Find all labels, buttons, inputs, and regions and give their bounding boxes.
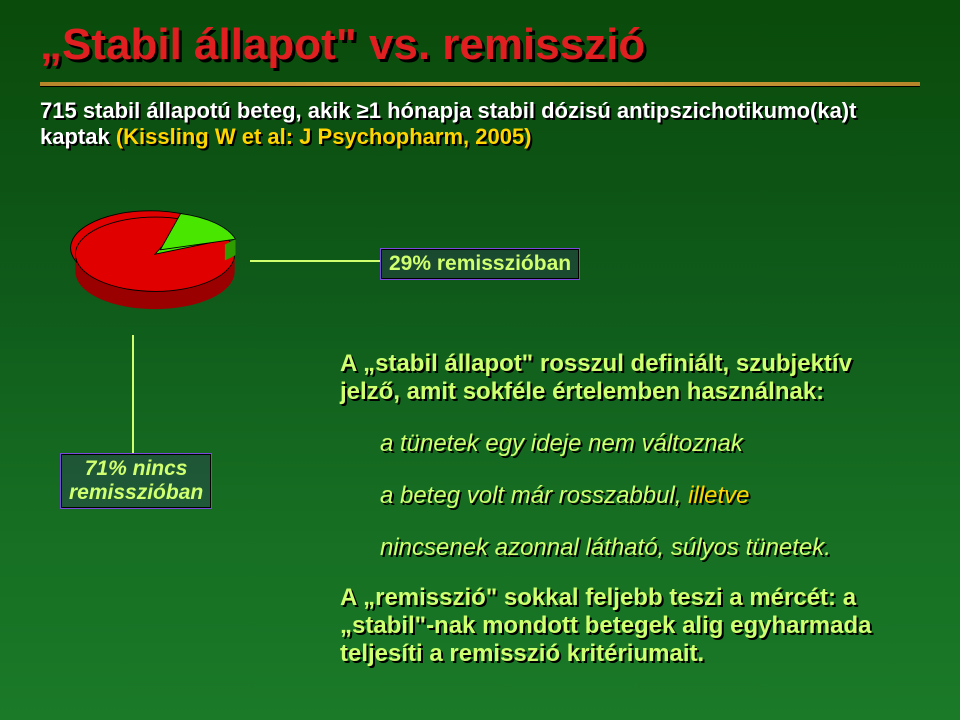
bullet-3: nincsenek azonnal látható, súlyos tünete…	[380, 534, 910, 562]
subtitle: 715 stabil állapotú beteg, akik ≥1 hónap…	[40, 98, 920, 150]
body-area: 29% remisszióban 71% nincs remisszióban …	[40, 150, 920, 690]
subtitle-citation: (Kissling W et al: J Psychopharm, 2005)	[116, 124, 532, 149]
bullet-2-text: a beteg volt már rosszabbul,	[380, 482, 688, 509]
text-column: A „stabil állapot" rosszul definiált, sz…	[340, 350, 910, 668]
callout-remission: 29% remisszióban	[380, 248, 580, 280]
leader-line-remission	[250, 260, 380, 262]
pie-svg	[60, 210, 250, 325]
bullet-2-illetve: illetve	[688, 482, 749, 509]
pie-chart	[60, 210, 270, 330]
slide: „Stabil állapot" vs. remisszió 715 stabi…	[0, 0, 960, 720]
page-title: „Stabil állapot" vs. remisszió	[40, 22, 920, 68]
callout-nonremission: 71% nincs remisszióban	[60, 453, 212, 509]
bullet-1: a tünetek egy ideje nem változnak	[380, 430, 910, 458]
para-remission: A „remisszió" sokkal feljebb teszi a mér…	[340, 584, 910, 668]
callout-nonremission-line1: 71% nincs	[85, 457, 188, 480]
bullet-2: a beteg volt már rosszabbul, illetve	[380, 482, 910, 510]
title-text: „Stabil állapot" vs. remisszió	[40, 20, 645, 69]
para-definition: A „stabil állapot" rosszul definiált, sz…	[340, 350, 910, 406]
callout-remission-text: 29% remisszióban	[389, 252, 571, 275]
divider	[40, 82, 920, 86]
callout-nonremission-line2: remisszióban	[69, 481, 203, 504]
leader-line-nonremission	[132, 335, 134, 453]
